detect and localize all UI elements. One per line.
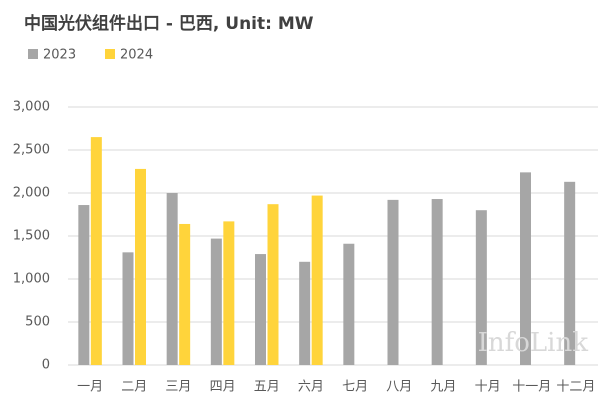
bar (267, 204, 279, 365)
bar (255, 254, 266, 365)
x-tick-label: 十月 (475, 380, 501, 395)
bar (122, 252, 134, 365)
y-tick-label: 2,000 (13, 186, 50, 201)
bar (179, 223, 191, 365)
x-tick-label: 三月 (165, 380, 191, 395)
y-tick-label: 2,500 (13, 143, 50, 158)
legend-label: 2023 (43, 48, 76, 63)
bar (135, 168, 146, 365)
legend-swatch (28, 49, 38, 59)
bar (166, 193, 178, 365)
x-tick-label: 五月 (254, 380, 280, 395)
bar (343, 243, 355, 365)
legend-label: 2024 (120, 48, 153, 63)
y-tick-label: 0 (42, 358, 50, 373)
bar (431, 199, 443, 365)
x-tick-label: 四月 (210, 380, 236, 395)
x-tick-label: 二月 (121, 380, 147, 395)
bar (520, 172, 531, 365)
x-tick-label: 十一月 (512, 380, 551, 395)
bar (210, 238, 222, 365)
x-tick-label: 七月 (342, 380, 368, 395)
x-tick-label: 六月 (298, 380, 324, 395)
bar (475, 210, 487, 365)
bar (564, 181, 576, 365)
x-tick-label: 一月 (77, 380, 103, 395)
y-tick-label: 1,500 (13, 229, 50, 244)
bar (387, 199, 399, 365)
y-tick-label: 3,000 (13, 100, 50, 115)
bar (223, 221, 235, 365)
bar (311, 195, 323, 365)
legend-swatch (105, 49, 115, 59)
bar (90, 137, 102, 365)
y-tick-label: 500 (25, 315, 50, 330)
x-tick-label: 十二月 (556, 380, 595, 395)
x-tick-label: 八月 (386, 380, 412, 395)
bar (78, 205, 90, 365)
bar (299, 261, 311, 365)
y-tick-label: 1,000 (13, 272, 50, 287)
watermark: InfoLink (478, 328, 589, 358)
x-tick-label: 九月 (430, 380, 456, 395)
chart-title: 中国光伏组件出口 - 巴西, Unit: MW (24, 13, 314, 34)
